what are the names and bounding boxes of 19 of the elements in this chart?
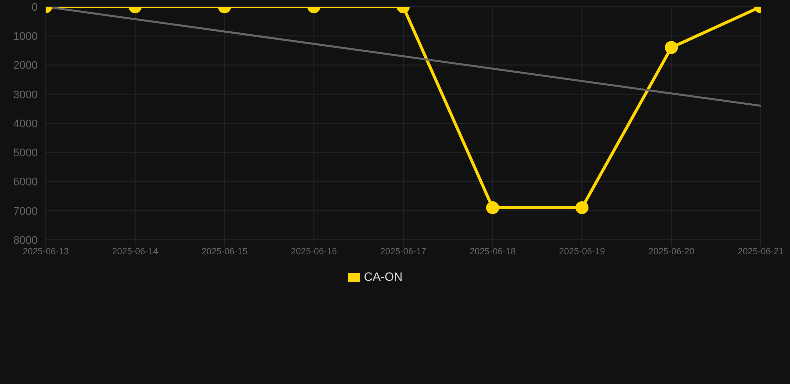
y-tick-label: 3000 <box>14 89 38 102</box>
y-tick-label: 6000 <box>14 176 38 189</box>
y-tick-label: 7000 <box>14 206 38 218</box>
y-tick-label: 4000 <box>14 118 38 130</box>
legend-label: CA-ON <box>364 270 403 284</box>
x-tick-label: 2025-06-15 <box>202 246 248 256</box>
x-tick-label: 2025-06-16 <box>291 246 338 256</box>
y-tick-label: 5000 <box>14 148 38 160</box>
x-tick-label: 2025-06-18 <box>470 246 516 256</box>
x-tick-label: 2025-06-17 <box>380 246 427 256</box>
x-tick-label: 2025-06-19 <box>559 246 606 256</box>
y-tick-label: 0 <box>32 2 38 14</box>
y-tick-label: 8000 <box>14 234 38 247</box>
y-tick-label: 1000 <box>14 31 38 44</box>
x-tick-label: 2025-06-20 <box>648 246 695 256</box>
x-tick-label: 2025-06-13 <box>22 246 70 256</box>
y-tick-label: 2000 <box>14 60 38 72</box>
x-tick-label: 2025-06-14 <box>112 246 158 256</box>
x-tick-label: 2025-06-21 <box>738 246 784 256</box>
